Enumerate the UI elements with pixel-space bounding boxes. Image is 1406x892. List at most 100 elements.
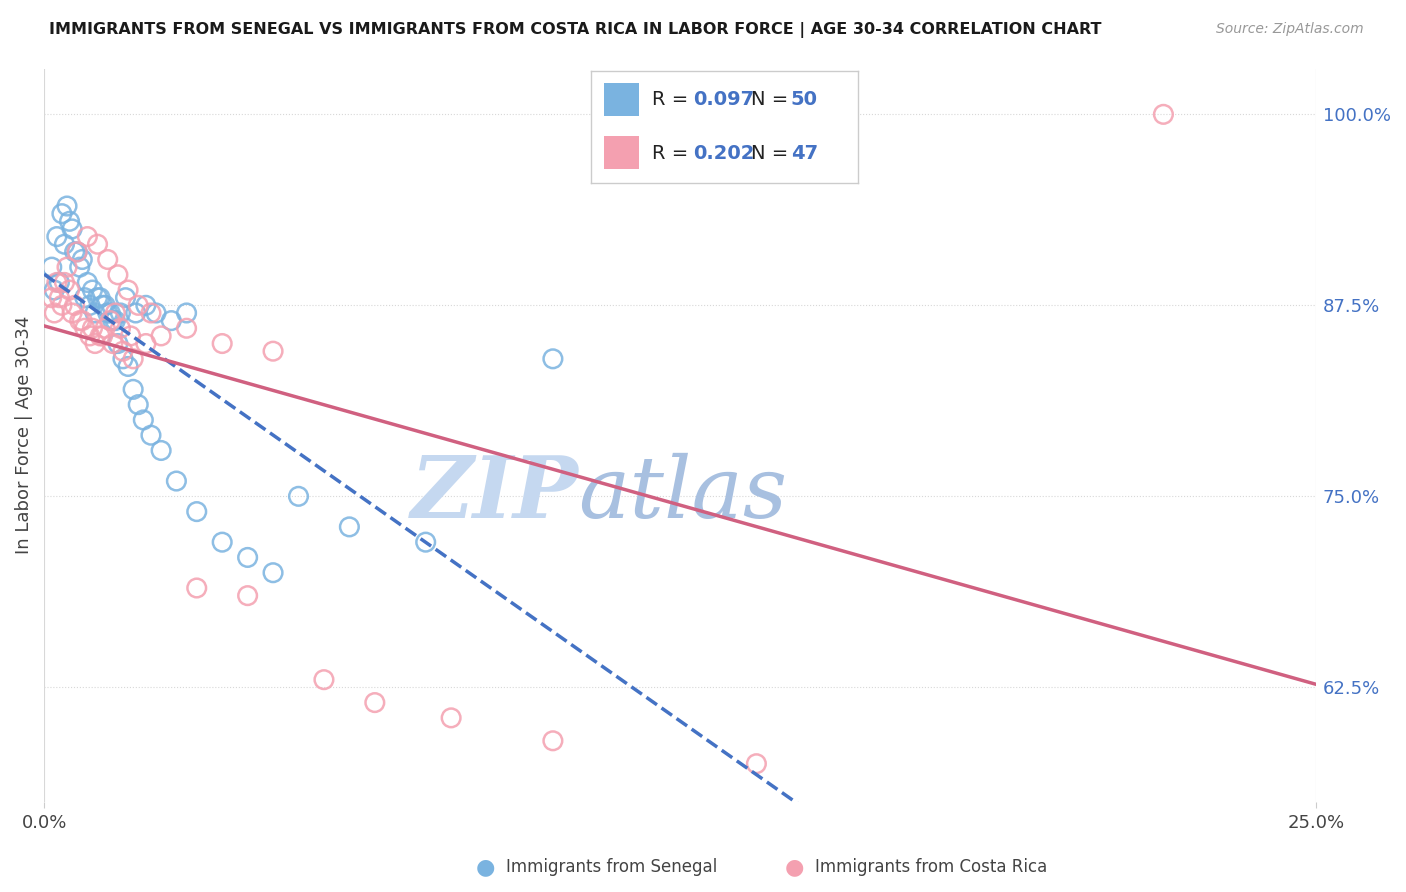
Text: R =: R =	[652, 90, 695, 110]
Point	[104, 313, 127, 327]
Bar	[605, 136, 638, 169]
Point	[110, 306, 132, 320]
Point	[97, 252, 120, 267]
Point	[160, 313, 183, 327]
Point	[139, 428, 162, 442]
Point	[114, 291, 136, 305]
Point	[101, 336, 124, 351]
Text: 47: 47	[790, 144, 818, 163]
Point	[66, 244, 89, 259]
Point	[98, 313, 121, 327]
Point	[165, 474, 187, 488]
Text: ZIP: ZIP	[411, 452, 578, 535]
Point	[56, 199, 79, 213]
Point	[145, 306, 167, 320]
Point	[48, 276, 70, 290]
Point	[86, 291, 108, 305]
Point	[98, 306, 121, 320]
Point	[125, 306, 148, 320]
Point	[139, 306, 162, 320]
Text: 0.202: 0.202	[693, 144, 755, 163]
Point	[48, 291, 70, 305]
Point	[236, 589, 259, 603]
Text: 50: 50	[790, 90, 818, 110]
Point	[541, 351, 564, 366]
Point	[111, 351, 134, 366]
Point	[440, 711, 463, 725]
Point	[44, 306, 66, 320]
Point	[58, 214, 80, 228]
Text: Immigrants from Senegal: Immigrants from Senegal	[506, 858, 717, 876]
Point	[211, 535, 233, 549]
Point	[41, 260, 63, 274]
Point	[150, 329, 173, 343]
Point	[287, 489, 309, 503]
Text: N =: N =	[751, 90, 794, 110]
Point	[117, 359, 139, 374]
Point	[45, 229, 67, 244]
Point	[72, 252, 94, 267]
Point	[58, 283, 80, 297]
Point	[84, 336, 107, 351]
Text: ●: ●	[785, 857, 804, 877]
Point	[41, 291, 63, 305]
Point	[91, 329, 114, 343]
Point	[150, 443, 173, 458]
Text: Immigrants from Costa Rica: Immigrants from Costa Rica	[815, 858, 1047, 876]
Point	[66, 244, 89, 259]
Point	[69, 260, 91, 274]
Point	[76, 229, 98, 244]
Point	[364, 696, 387, 710]
Point	[56, 260, 79, 274]
Point	[107, 268, 129, 282]
Point	[44, 283, 66, 297]
Point	[262, 566, 284, 580]
Point	[89, 291, 111, 305]
Text: atlas: atlas	[578, 452, 787, 535]
Point	[415, 535, 437, 549]
Point	[97, 306, 120, 320]
Point	[94, 298, 117, 312]
Point	[60, 222, 83, 236]
Point	[1152, 107, 1174, 121]
Point	[337, 520, 360, 534]
Point	[94, 321, 117, 335]
Point	[236, 550, 259, 565]
Point	[111, 344, 134, 359]
Text: 0.097: 0.097	[693, 90, 755, 110]
Point	[117, 283, 139, 297]
Point	[73, 321, 96, 335]
Point	[63, 298, 86, 312]
Point	[110, 321, 132, 335]
Point	[53, 276, 76, 290]
Point	[186, 581, 208, 595]
Point	[63, 244, 86, 259]
Point	[262, 344, 284, 359]
Point	[73, 291, 96, 305]
Point	[127, 398, 149, 412]
Point	[132, 413, 155, 427]
Point	[82, 321, 104, 335]
Bar	[605, 83, 638, 116]
Point	[86, 237, 108, 252]
Point	[101, 313, 124, 327]
Point	[135, 298, 157, 312]
Point	[72, 313, 94, 327]
Text: ●: ●	[475, 857, 495, 877]
Point	[122, 383, 145, 397]
Point	[84, 306, 107, 320]
Point	[79, 329, 101, 343]
Point	[211, 336, 233, 351]
Y-axis label: In Labor Force | Age 30-34: In Labor Force | Age 30-34	[15, 316, 32, 555]
Point	[51, 207, 73, 221]
Point	[79, 298, 101, 312]
Point	[745, 756, 768, 771]
Point	[176, 321, 198, 335]
Point	[120, 329, 142, 343]
Point	[312, 673, 335, 687]
Point	[45, 276, 67, 290]
Point	[135, 336, 157, 351]
Point	[122, 351, 145, 366]
Point	[176, 306, 198, 320]
Point	[53, 237, 76, 252]
